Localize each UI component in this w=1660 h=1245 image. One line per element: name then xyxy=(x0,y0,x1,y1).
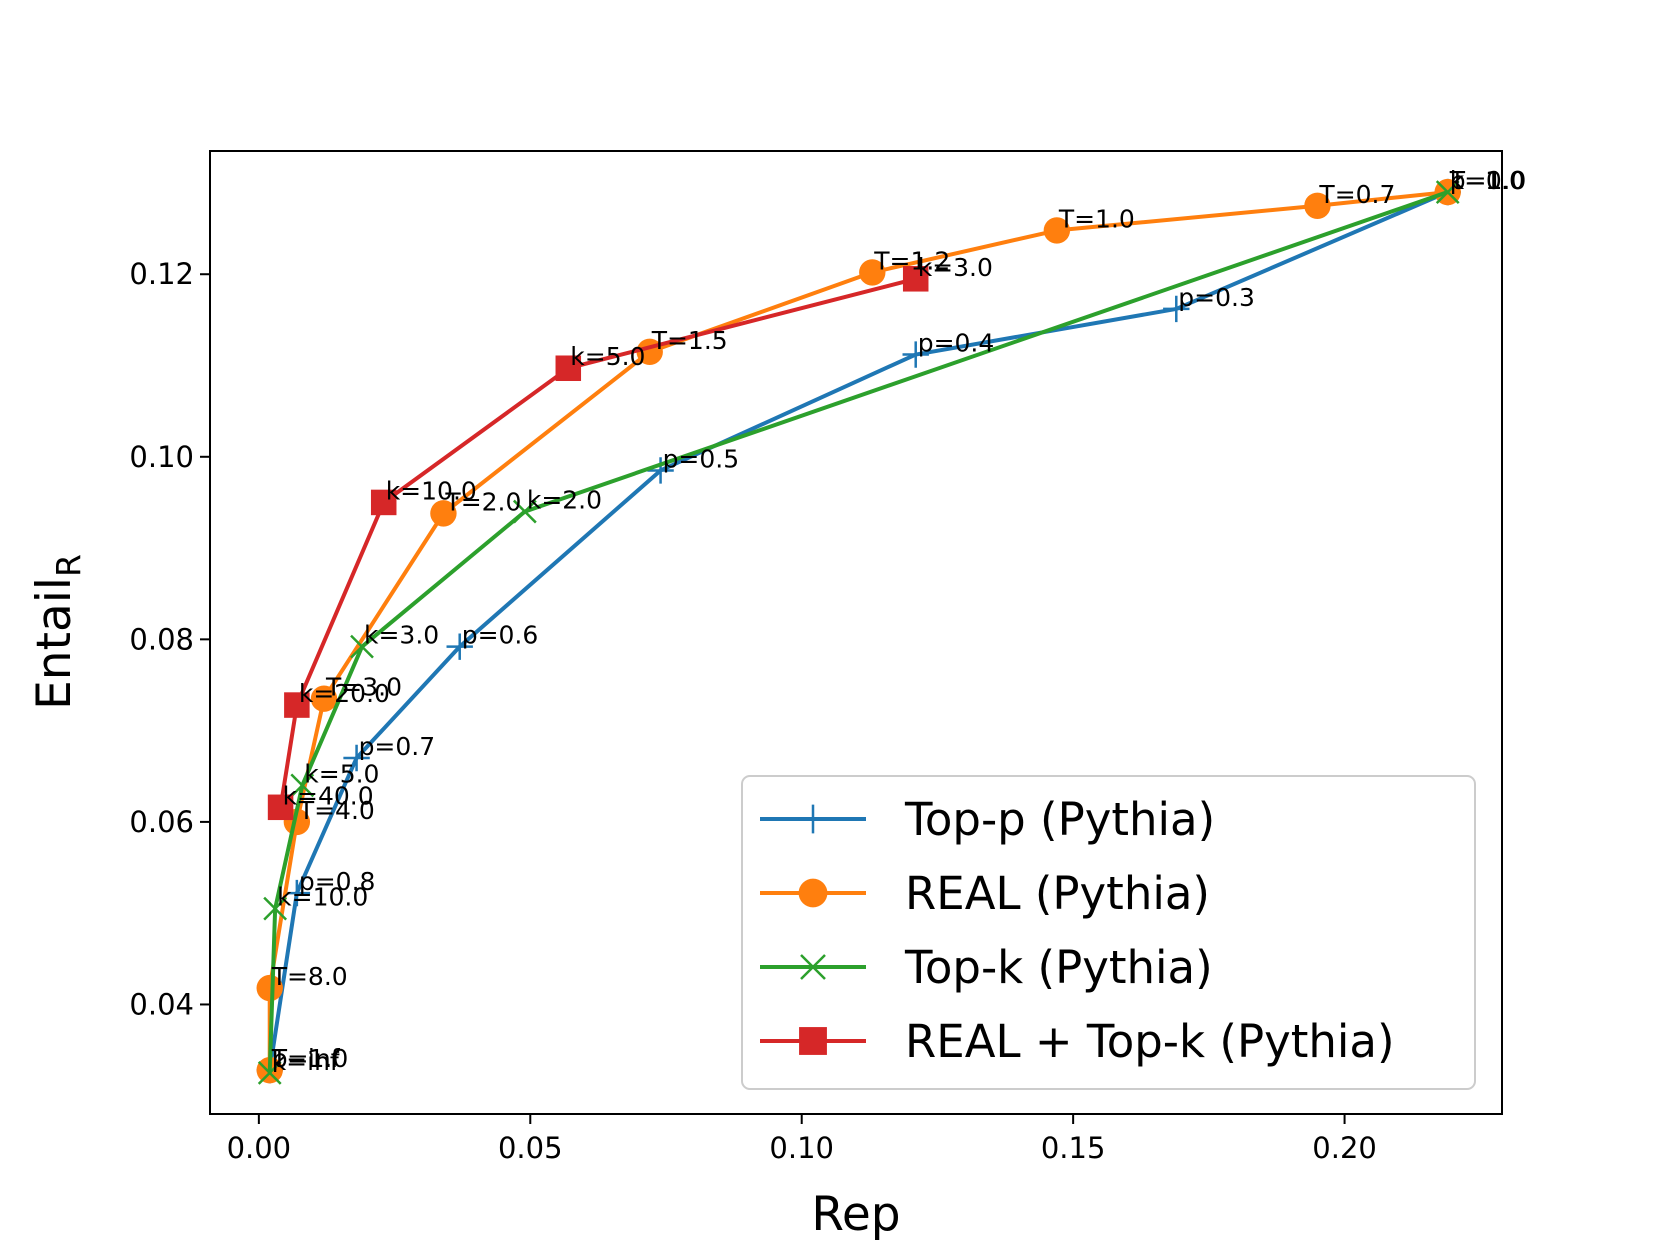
x-tick-label: 0.10 xyxy=(769,1131,834,1165)
point-label: p=1.0 xyxy=(272,1044,349,1073)
series-line xyxy=(267,190,1449,1073)
data-point xyxy=(263,896,288,921)
data-point xyxy=(1043,217,1071,244)
legend-swatch-marker xyxy=(798,804,828,834)
data-point xyxy=(290,773,315,798)
x-tick-label: 0.05 xyxy=(498,1131,563,1165)
point-label: T=2.0 xyxy=(444,487,521,516)
point-label: T=3.0 xyxy=(325,673,402,702)
y-tick-label: 0.04 xyxy=(129,987,194,1021)
data-point xyxy=(647,457,674,484)
y-tick-label: 0.10 xyxy=(129,440,194,474)
point-label: T=0.7 xyxy=(1318,180,1395,209)
plot-frame xyxy=(209,150,1503,1115)
point-label: p=0.4 xyxy=(918,329,995,358)
legend-entry: Top-p (Pythia) xyxy=(760,793,1215,846)
point-label: k=40.0 xyxy=(283,781,374,810)
point-label: p=0.6 xyxy=(462,621,539,650)
data-point xyxy=(1304,192,1331,219)
data-point xyxy=(859,259,886,286)
legend-swatch-marker xyxy=(798,878,828,908)
data-point xyxy=(446,633,473,660)
point-label: T=0.0 xyxy=(1449,166,1526,195)
data-point xyxy=(310,685,338,712)
point-label: p=1.0 xyxy=(1450,166,1527,195)
point-label: k=20.0 xyxy=(299,679,390,708)
legend-entry: REAL + Top-k (Pythia) xyxy=(760,1015,1395,1068)
point-label: k=1.0 xyxy=(1450,166,1525,195)
point-label: T=1.2 xyxy=(873,246,950,275)
x-tick-label: 0.20 xyxy=(1312,1131,1377,1165)
y-tick-label: 0.08 xyxy=(129,622,194,656)
data-point xyxy=(1163,295,1190,323)
data-point xyxy=(902,341,929,368)
legend-label: Top-p (Pythia) xyxy=(904,793,1215,846)
data-point xyxy=(902,266,929,292)
y-axis-label: EntailR xyxy=(27,554,88,710)
point-label: p=0.7 xyxy=(359,732,436,761)
data-point xyxy=(555,355,582,382)
point-label: T=1.5 xyxy=(651,326,728,355)
y-axis-label-main: Entail xyxy=(27,577,82,710)
point-label: T=8.0 xyxy=(271,962,348,991)
y-tick-label: 0.12 xyxy=(129,257,194,291)
data-point xyxy=(430,500,457,527)
data-point xyxy=(343,744,370,772)
data-point xyxy=(283,879,311,907)
legend-entry: REAL (Pythia) xyxy=(760,867,1210,920)
data-point xyxy=(284,692,310,718)
data-point xyxy=(370,489,397,516)
point-label: k=2.0 xyxy=(527,486,602,515)
data-point xyxy=(267,794,294,821)
point-label: k=3.0 xyxy=(918,253,993,282)
data-point xyxy=(512,499,537,524)
point-label: T=1.0 xyxy=(1058,204,1135,233)
data-point xyxy=(257,1061,282,1085)
legend-box xyxy=(741,775,1476,1090)
series-line xyxy=(267,190,1448,1071)
point-label: p=0.3 xyxy=(1178,283,1255,312)
series-top-k-pythia xyxy=(257,180,1460,1085)
point-label: k=5.0 xyxy=(570,342,645,371)
point-label: k=10.0 xyxy=(386,476,477,505)
legend-swatch-marker xyxy=(799,1027,827,1055)
data-point xyxy=(1435,180,1460,204)
data-point xyxy=(256,974,283,1002)
point-label: k=5.0 xyxy=(304,759,379,788)
legend-label: Top-k (Pythia) xyxy=(904,941,1213,994)
x-axis: 0.00 0.05 0.10 0.15 0.20 xyxy=(227,1114,1377,1165)
legend-swatch-marker xyxy=(800,954,826,980)
series-real-top-k-pythia xyxy=(267,266,929,821)
point-labels: p=1.0 p=0.3 p=0.4 p=0.5 p=0.6 p=0.7 p=0.8 p=1.0… xyxy=(271,166,1527,1076)
y-axis: 0.04 0.06 0.08 0.10 0.12 xyxy=(129,257,210,1021)
legend: Top-p (Pythia) REAL (Pythia) Top-k (Pythia… xyxy=(741,775,1476,1090)
point-label: k=3.0 xyxy=(364,621,439,650)
plot-marks: p=1.0 p=0.3 p=0.4 p=0.5 p=0.6 p=0.7 p=0.8 p=1.0… xyxy=(256,166,1527,1085)
legend-entry: Top-k (Pythia) xyxy=(760,941,1213,994)
legend-label: REAL + Top-k (Pythia) xyxy=(905,1015,1395,1068)
data-point xyxy=(350,634,374,659)
x-tick-label: 0.15 xyxy=(1041,1131,1106,1165)
x-axis-label: Rep xyxy=(811,1187,900,1242)
point-label: T=inf xyxy=(271,1044,341,1073)
point-label: k=inf xyxy=(272,1047,340,1076)
point-label: k=10.0 xyxy=(277,883,368,912)
legend-label: REAL (Pythia) xyxy=(905,867,1210,920)
x-tick-label: 0.00 xyxy=(227,1131,292,1165)
series-line xyxy=(267,190,1449,1071)
y-axis-label-subscript: R xyxy=(49,554,88,577)
y-tick-label: 0.06 xyxy=(129,805,194,839)
point-label: p=0.5 xyxy=(663,444,740,473)
point-label: p=0.8 xyxy=(299,867,376,896)
point-label: T=4.0 xyxy=(298,796,375,825)
